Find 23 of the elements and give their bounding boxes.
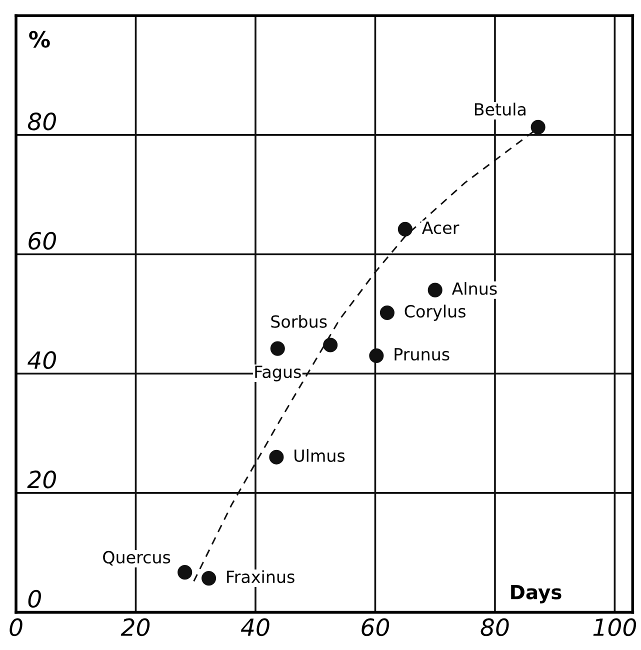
annotation: Fagus xyxy=(255,366,301,382)
x-tick-label: 80 xyxy=(480,618,509,636)
annotation: Prunus xyxy=(394,348,450,361)
y-tick-label: 40 xyxy=(28,351,56,370)
annotation: Fraxinus xyxy=(227,570,294,584)
x-tick-label: 100 xyxy=(593,618,636,636)
annotation: Ulmus xyxy=(294,449,345,462)
y-tick-label: 20 xyxy=(27,470,56,488)
x-tick-label: 60 xyxy=(362,618,390,636)
x-tick-label: 40 xyxy=(240,618,270,636)
annotation: Corylus xyxy=(404,304,466,321)
y-tick-label: 80 xyxy=(28,112,56,130)
y-axis-title: % xyxy=(29,30,50,48)
annotation: Betula xyxy=(474,102,526,116)
x-tick-label: 0 xyxy=(10,618,22,636)
annotation: Sorbus xyxy=(271,314,327,328)
annotation: Acer xyxy=(422,222,460,234)
y-tick-label: 0 xyxy=(28,590,41,608)
x-tick-label: 20 xyxy=(120,618,150,636)
y-tick-label: 60 xyxy=(28,232,56,250)
x-axis-title: Days xyxy=(511,584,562,604)
annotation: Alnus xyxy=(452,282,497,295)
annotation: Quercus xyxy=(103,550,170,566)
